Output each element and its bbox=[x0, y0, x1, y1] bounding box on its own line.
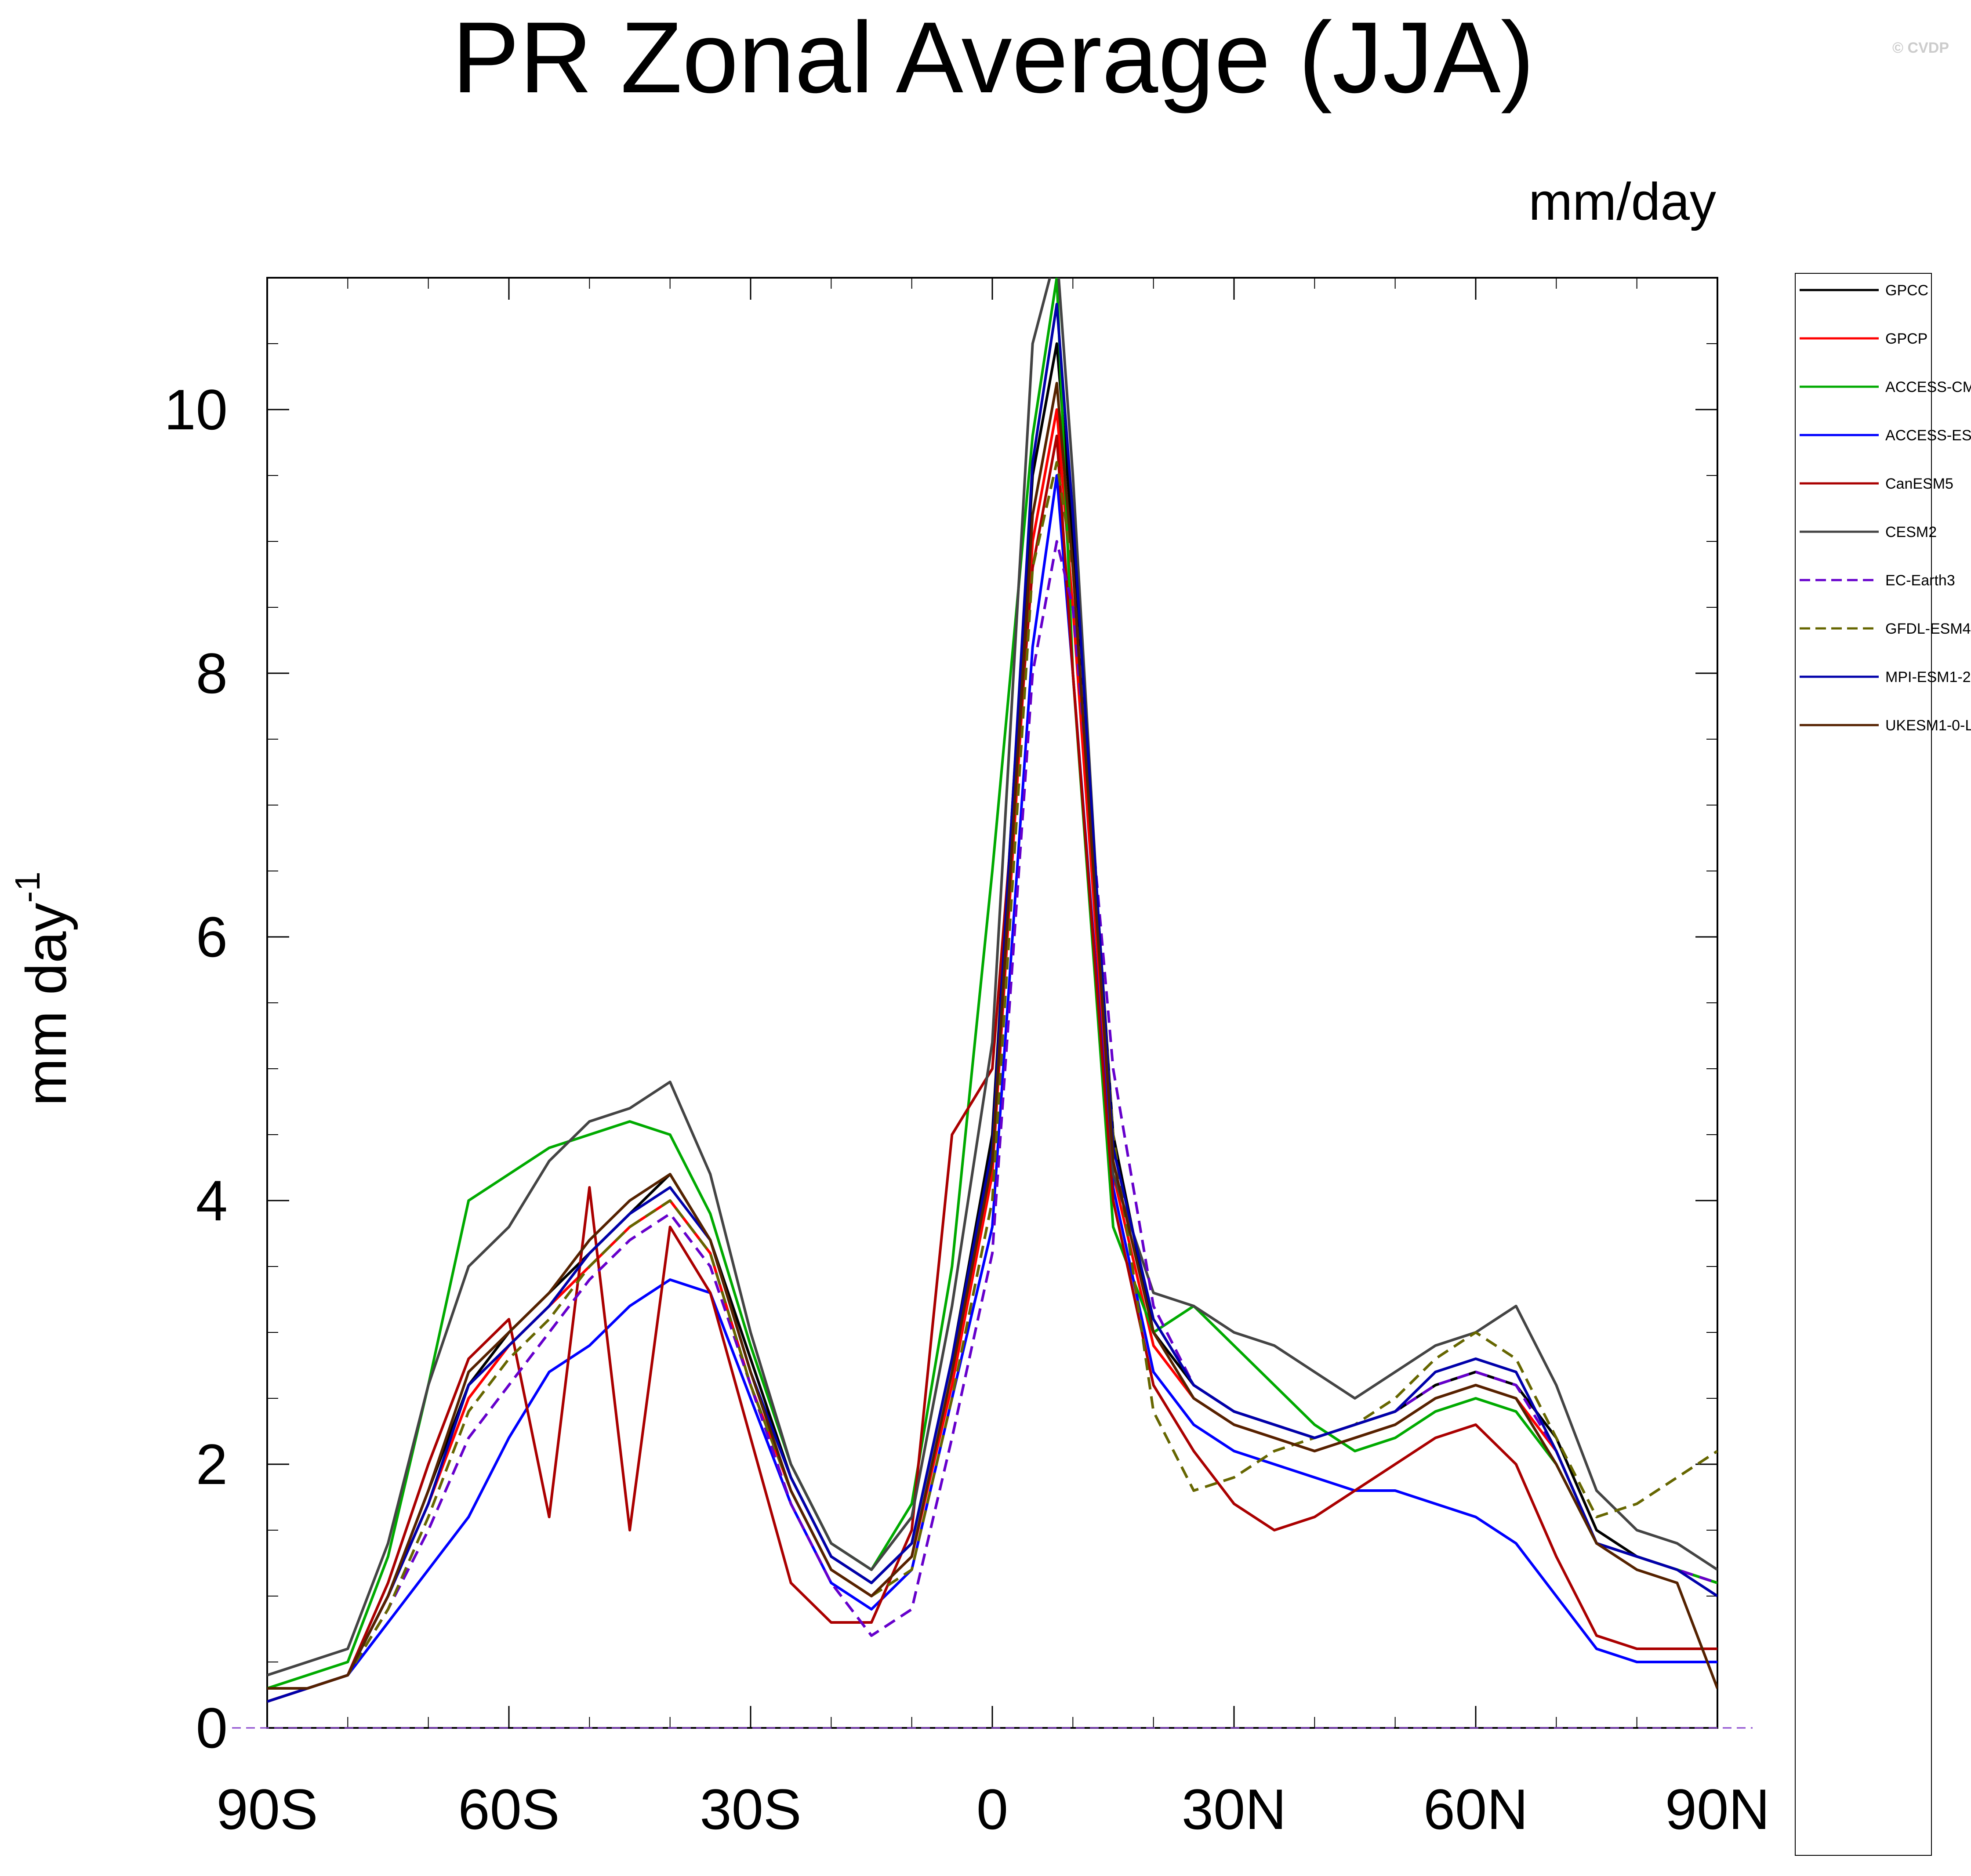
legend-label: GPCP bbox=[1885, 330, 1927, 347]
series-line bbox=[267, 303, 1717, 1703]
series-line bbox=[267, 435, 1717, 1703]
y-axis-label: mm day-1 bbox=[8, 871, 78, 1106]
series-line bbox=[267, 461, 1717, 1690]
legend-label: ACCESS-ESM1-5 bbox=[1885, 427, 1971, 444]
chart-title: PR Zonal Average (JJA) bbox=[452, 1, 1535, 114]
legend-label: GPCC bbox=[1885, 282, 1928, 299]
y-tick-label: 4 bbox=[196, 1168, 228, 1233]
axis-ticks: 90S 60S 30S 0 30N 60N 90N 0 2 4 6 8 10 bbox=[164, 278, 1770, 1841]
series-layer bbox=[267, 278, 1717, 1703]
series-line bbox=[267, 474, 1717, 1690]
y-tick-label: 0 bbox=[196, 1696, 228, 1760]
y-axis-label-main: mm day bbox=[14, 903, 78, 1106]
x-tick-label: 60S bbox=[458, 1777, 559, 1841]
x-tick-label: 0 bbox=[976, 1777, 1008, 1841]
watermark: © CVDP bbox=[1892, 40, 1949, 56]
series-line bbox=[267, 382, 1717, 1690]
x-tick-label: 60N bbox=[1423, 1777, 1528, 1841]
legend: GPCC GPCP ACCESS-CM2 ACCESS-ESM1-5 CanESM5 CE… bbox=[1800, 282, 1971, 734]
legend-label: GFDL-ESM4 bbox=[1885, 620, 1971, 637]
legend-label: EC-Earth3 bbox=[1885, 572, 1955, 589]
legend-label: ACCESS-CM2 bbox=[1885, 379, 1971, 396]
units-label: mm/day bbox=[1528, 172, 1716, 231]
y-tick-label: 8 bbox=[196, 641, 228, 705]
legend-label: CESM2 bbox=[1885, 524, 1937, 541]
plot-frame bbox=[266, 277, 1718, 1729]
series-line bbox=[267, 540, 1717, 1690]
legend-label: UKESM1-0-LL bbox=[1885, 717, 1971, 734]
legend-label: CanESM5 bbox=[1885, 475, 1953, 492]
x-tick-label: 90N bbox=[1665, 1777, 1770, 1841]
y-tick-label: 2 bbox=[196, 1432, 228, 1496]
series-line bbox=[267, 278, 1717, 1676]
y-tick-label: 6 bbox=[196, 905, 228, 969]
x-tick-label: 30N bbox=[1182, 1777, 1286, 1841]
y-axis-label-superscript: -1 bbox=[8, 871, 47, 903]
svg-text:mm day-1: mm day-1 bbox=[8, 871, 78, 1106]
legend-label: MPI-ESM1-2-LR bbox=[1885, 669, 1971, 686]
series-line bbox=[267, 278, 1717, 1690]
x-tick-label: 30S bbox=[700, 1777, 801, 1841]
legend-frame bbox=[1795, 273, 1932, 1856]
x-tick-label: 90S bbox=[216, 1777, 318, 1841]
y-tick-label: 10 bbox=[164, 377, 228, 442]
